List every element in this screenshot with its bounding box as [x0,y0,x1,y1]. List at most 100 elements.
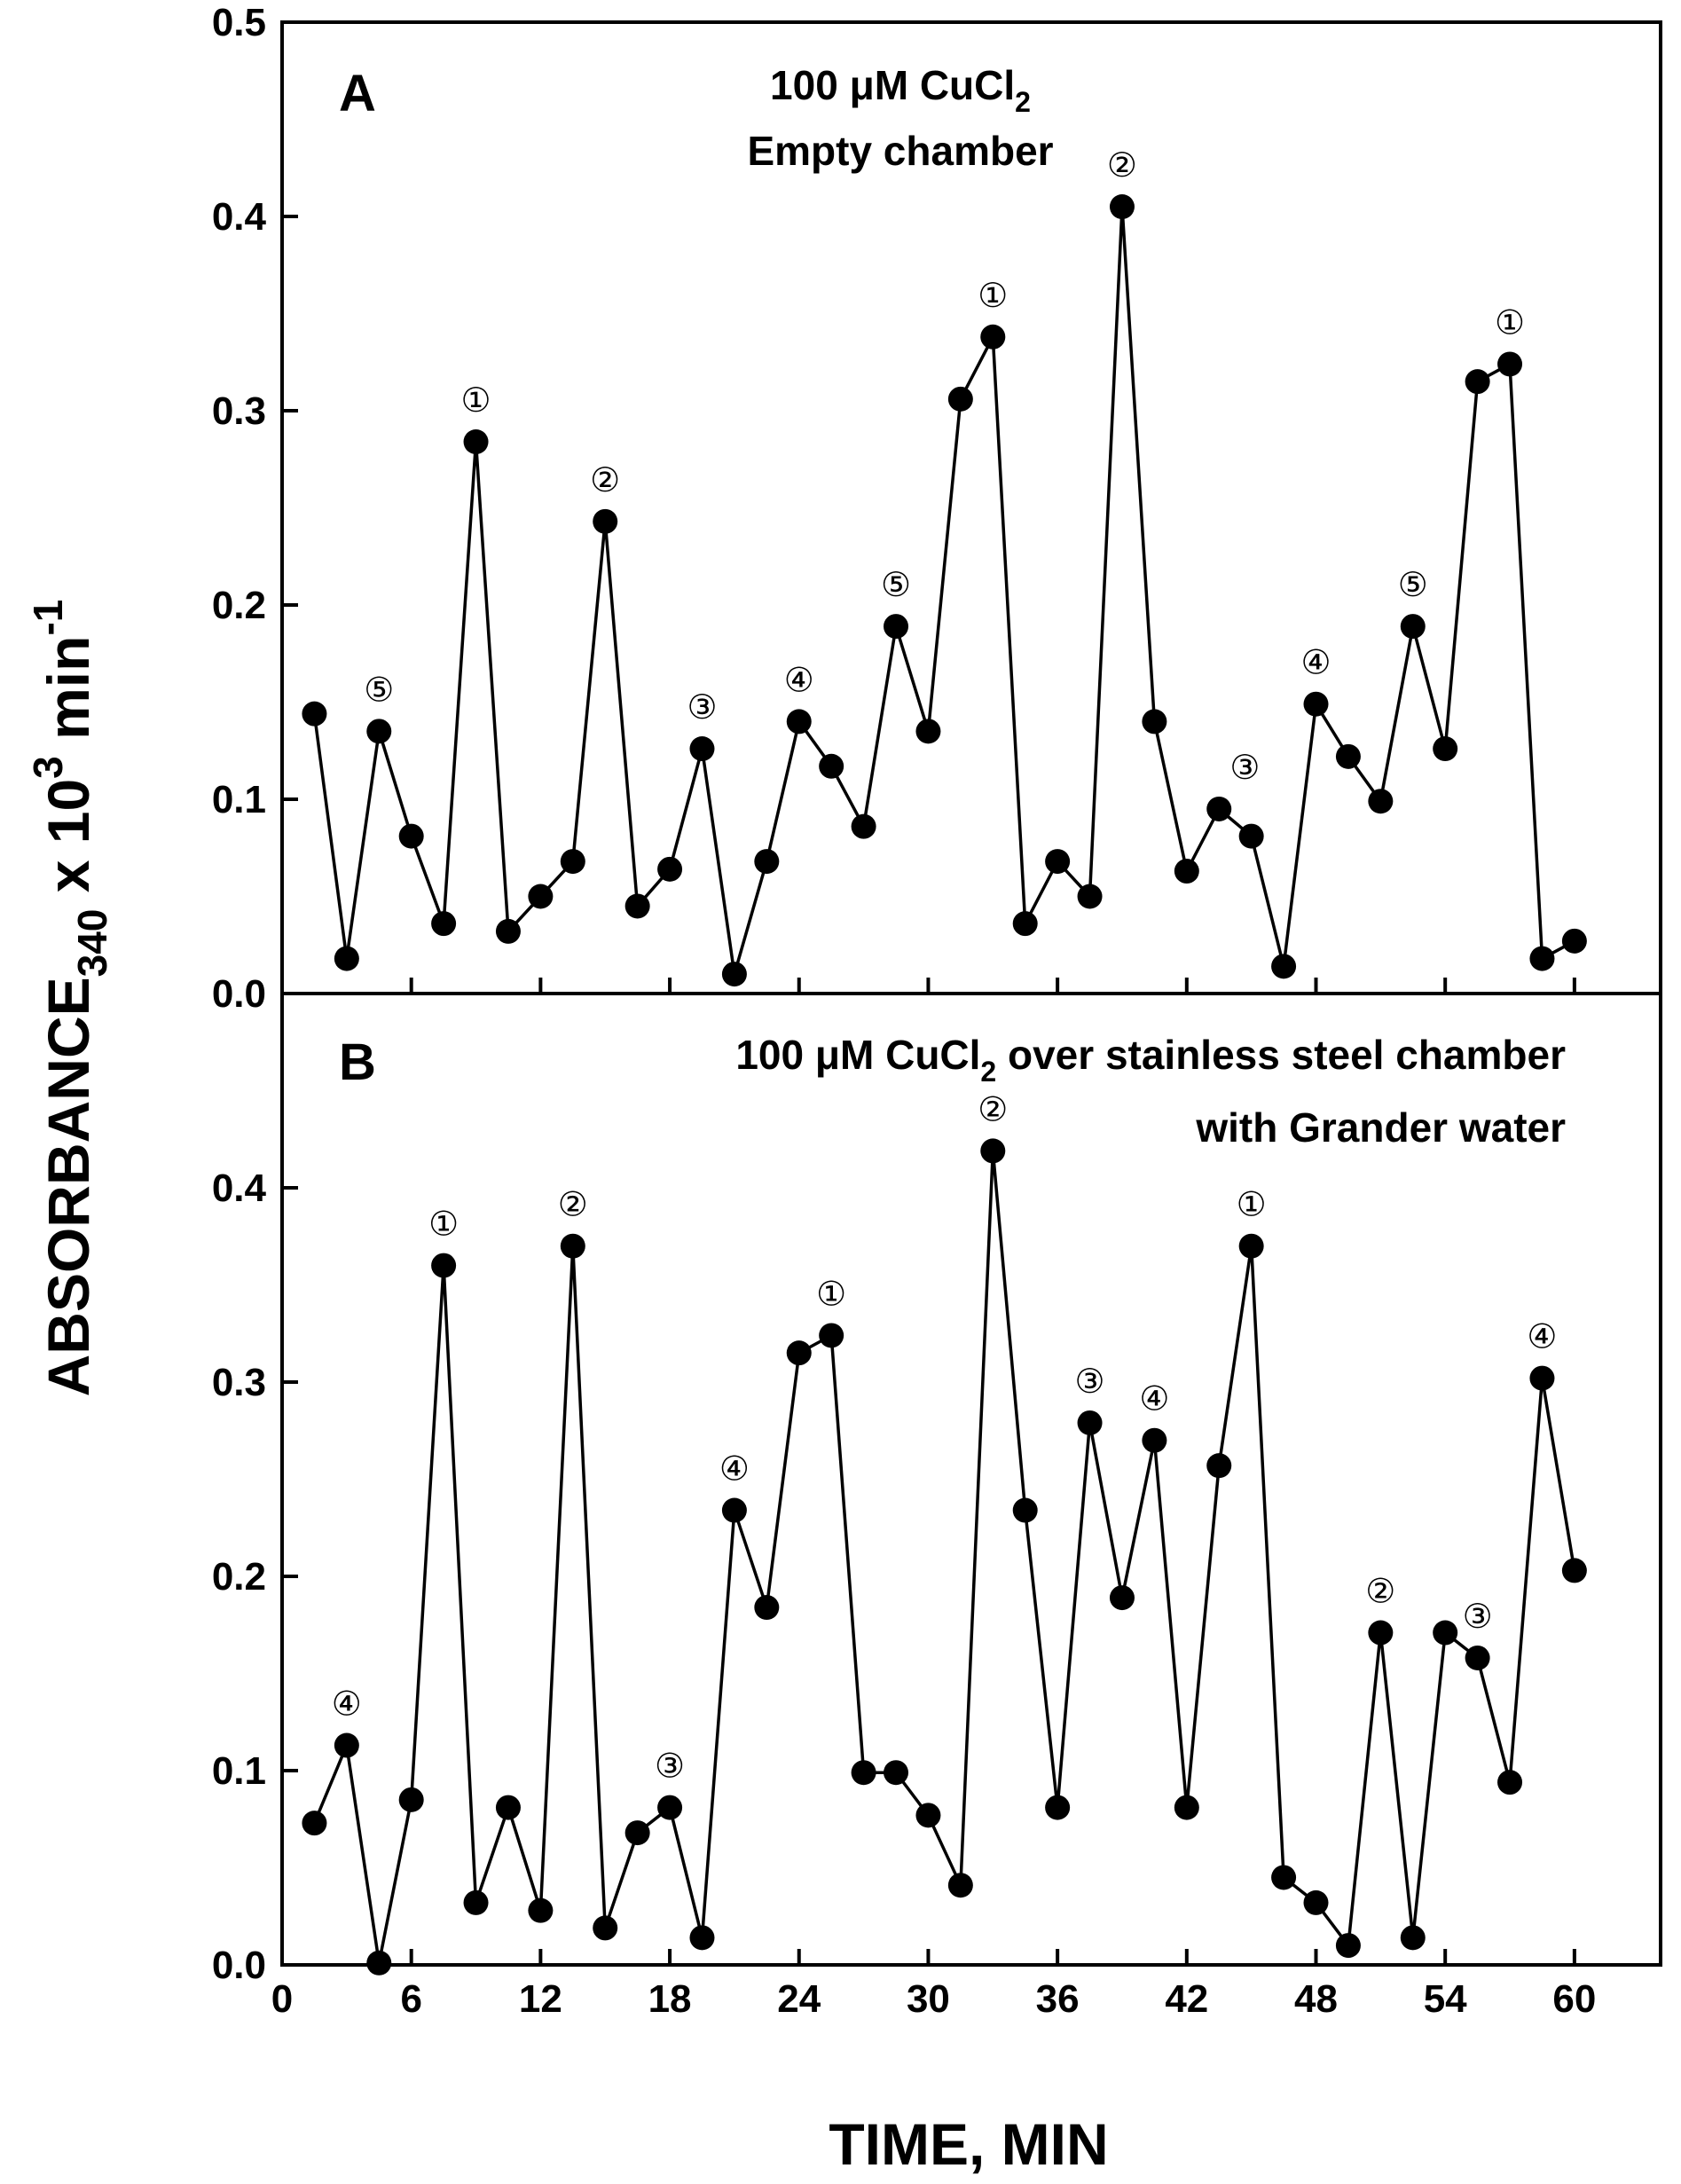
x-tick-label: 48 [1294,1977,1338,2021]
data-point [528,884,554,909]
sequence-marker: ② [1365,1572,1395,1611]
panel-a: 0.0 0.1 0.2 0.3 0.4 0.5 A 100 μM CuCl2 Empty cha… [212,1,1662,1016]
data-point [1174,1795,1199,1820]
data-point [1303,691,1329,717]
sequence-marker: ② [590,460,620,499]
data-point [398,823,424,849]
data-point [1238,1233,1264,1259]
sequence-marker: ① [1237,1185,1267,1224]
data-point [1045,1795,1071,1820]
data-point [786,709,812,735]
data-point [1271,954,1297,979]
data-point [657,856,683,882]
series-line [312,206,1575,975]
data-point [1400,1925,1426,1951]
data-point [1433,736,1458,762]
data-point [947,386,973,412]
sequence-marker: ④ [332,1685,362,1724]
y-tick-label: 0.3 [212,389,266,433]
sequence-marker: ③ [1075,1362,1105,1401]
sequence-marker: ④ [1527,1317,1557,1356]
data-point [1433,1620,1458,1646]
data-point [915,719,941,744]
sequence-marker: ③ [655,1747,685,1786]
data-point [1303,1889,1329,1915]
series-line [312,1151,1576,1964]
y-tick-label: 0.1 [212,1749,266,1793]
data-point [560,1233,585,1259]
data-point [1465,1645,1490,1670]
sequence-marker: ② [978,1089,1008,1128]
data-point [334,1732,359,1758]
y-tick-label: 0.2 [212,1555,266,1599]
data-point [819,753,844,779]
sequence-marker: ④ [784,660,814,699]
x-tick-label: 60 [1552,1977,1596,2021]
data-point [689,1925,715,1951]
data-point [560,849,585,875]
data-point [1335,1933,1361,1959]
data-point [980,1138,1006,1164]
data-point [624,1820,650,1846]
data-point [884,614,909,640]
data-point [1174,859,1199,884]
x-tick-label: 0 [271,1977,293,2021]
data-point [754,1595,780,1621]
sequence-marker: ④ [1300,643,1331,682]
x-tick-label: 6 [400,1977,421,2021]
data-point [495,918,521,944]
y-tick-label: 0.4 [212,195,267,239]
data-point [1012,911,1038,937]
data-point [1077,1410,1103,1435]
data-point [1206,1453,1232,1479]
data-point [1497,351,1523,377]
y-tick-label: 0.3 [212,1361,266,1404]
sequence-marker: ⑤ [881,565,911,604]
data-point [721,1497,747,1523]
data-point [366,719,392,744]
sequence-marker: ① [460,381,491,420]
data-point [1529,1365,1555,1391]
sequence-marker: ② [558,1185,588,1224]
data-point [528,1897,554,1923]
data-point [624,893,650,919]
y-axis-title: ABSORBANCE340 x 103 min-1 [25,600,115,1397]
x-tick-label: 18 [648,1977,692,2021]
sequence-marker: ④ [719,1449,750,1489]
x-tick-label: 54 [1424,1977,1467,2021]
data-point [819,1323,844,1348]
sequence-marker: ④ [1139,1379,1169,1418]
sequence-marker: ① [816,1274,846,1313]
data-point [786,1340,812,1366]
sequence-marker: ⑤ [364,670,394,709]
x-tick-label: 42 [1165,1977,1208,2021]
data-point [1109,1585,1135,1611]
data-point [1368,1620,1394,1646]
data-point [1497,1770,1523,1795]
data-point [334,946,359,971]
data-point [689,736,715,762]
sequence-marker: ① [428,1205,459,1244]
x-tick-label: 36 [1036,1977,1080,2021]
data-point [1109,194,1135,220]
y-tick-label: 0.5 [212,1,266,44]
data-point [1142,1427,1167,1453]
data-point [366,1950,392,1976]
data-point [495,1795,521,1820]
data-point [398,1787,424,1812]
data-point [463,1889,489,1915]
data-point [1561,1558,1587,1583]
sequence-marker: ① [978,276,1008,315]
data-point [1465,369,1490,395]
plot-frame [280,992,1662,1967]
sequence-marker: ① [1495,302,1525,342]
data-point [851,1760,876,1786]
data-point [431,1253,457,1278]
data-point [915,1803,941,1828]
sequence-marker: ② [1107,145,1137,185]
data-point [1529,946,1555,971]
data-point [1045,849,1071,875]
data-point [657,1795,683,1820]
data-point [884,1760,909,1786]
